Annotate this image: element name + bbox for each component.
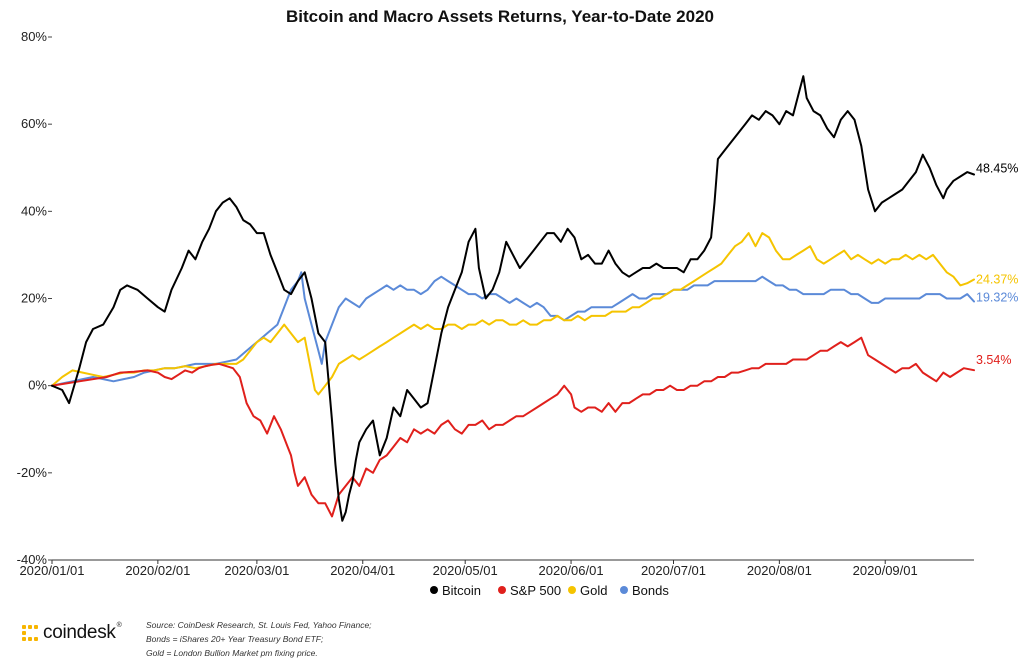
- legend-label: Bonds: [632, 583, 669, 598]
- x-tick-label: 2020/09/01: [853, 563, 918, 578]
- y-tick-label: 20%: [21, 291, 47, 306]
- x-tick-label: 2020/01/01: [19, 563, 84, 578]
- end-label-bonds: 19.32%: [976, 290, 1018, 304]
- y-tick-label: 60%: [21, 116, 47, 131]
- x-axis: 2020/01/01 2020/02/01 2020/03/01 2020/04/01…: [19, 559, 974, 578]
- y-tick-label: 40%: [21, 203, 47, 218]
- legend-marker: [620, 586, 628, 594]
- chart-title: Bitcoin and Macro Assets Returns, Year-t…: [286, 7, 714, 26]
- series-line-gold: [51, 232, 975, 396]
- x-tick-label: 2020/05/01: [433, 563, 498, 578]
- y-tick-label: 0%: [28, 378, 47, 393]
- x-tick-label: 2020/04/01: [330, 563, 395, 578]
- end-label-bitcoin: 48.45%: [976, 162, 1018, 176]
- coindesk-logo-mark: [22, 625, 38, 641]
- y-tick-label: -20%: [17, 465, 48, 480]
- coindesk-logo-text: coindesk®: [43, 622, 122, 643]
- end-labels: 48.45% 3.54% 24.37% 19.32%: [976, 162, 1018, 368]
- legend-marker: [498, 586, 506, 594]
- legend-label: Bitcoin: [442, 583, 481, 598]
- x-tick-label: 2020/07/01: [641, 563, 706, 578]
- legend-label: Gold: [580, 583, 607, 598]
- series-lines: [51, 75, 975, 522]
- source-line: Bonds = iShares 20+ Year Treasury Bond E…: [146, 634, 324, 644]
- legend: Bitcoin S&P 500 Gold Bonds: [430, 583, 669, 598]
- end-label-s-p-500: 3.54%: [976, 353, 1011, 367]
- source-line: Gold = London Bullion Market pm fixing p…: [146, 648, 318, 658]
- x-tick-label: 2020/06/01: [539, 563, 604, 578]
- legend-marker: [430, 586, 438, 594]
- series-line-bitcoin: [51, 75, 975, 522]
- source-line: Source: CoinDesk Research, St. Louis Fed…: [146, 620, 372, 630]
- coindesk-logo: coindesk®: [22, 622, 122, 644]
- source-note: Source: CoinDesk Research, St. Louis Fed…: [146, 618, 372, 660]
- x-tick-label: 2020/02/01: [125, 563, 190, 578]
- end-label-gold: 24.37%: [976, 272, 1018, 286]
- legend-marker: [568, 586, 576, 594]
- y-tick-label: 80%: [21, 29, 47, 44]
- series-line-bonds: [51, 271, 975, 387]
- x-tick-label: 2020/03/01: [224, 563, 289, 578]
- legend-label: S&P 500: [510, 583, 561, 598]
- series-line-s-p-500: [51, 336, 975, 518]
- x-tick-label: 2020/08/01: [747, 563, 812, 578]
- y-axis-ticks: 80% 60% 40% 20% 0% -20% -40%: [17, 29, 52, 567]
- y-tick-label: -40%: [17, 552, 48, 567]
